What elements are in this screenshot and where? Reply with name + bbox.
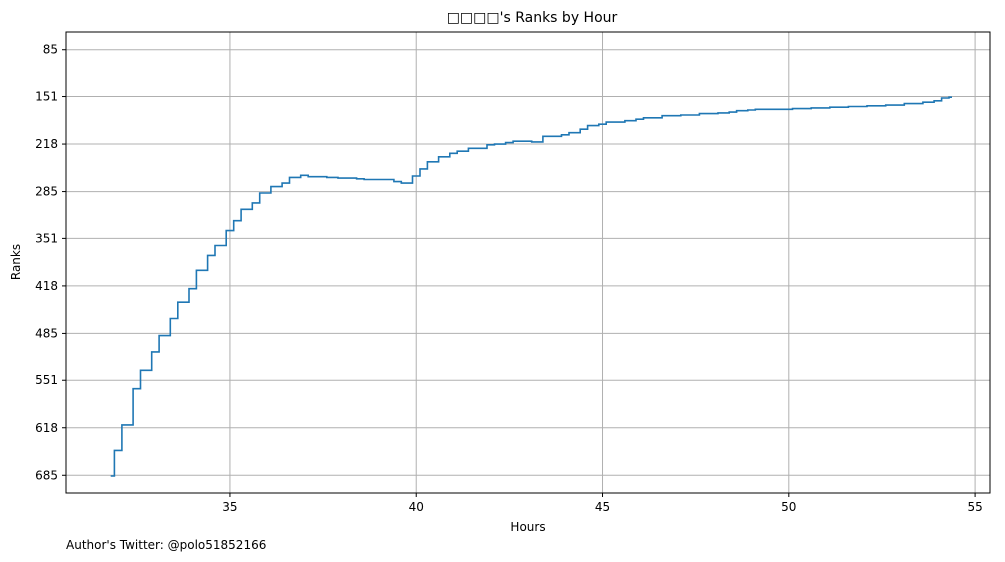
x-tick-label: 45 <box>595 500 610 514</box>
series-group <box>110 96 952 477</box>
y-axis-label: Ranks <box>9 244 23 280</box>
y-tick-label: 551 <box>35 373 58 387</box>
x-tick-label: 50 <box>781 500 796 514</box>
y-tick-label: 218 <box>35 137 58 151</box>
plot-frame <box>65 31 991 494</box>
y-tick-label: 485 <box>35 326 58 340</box>
rank-series-line <box>110 96 952 477</box>
x-tick-label: 55 <box>967 500 982 514</box>
y-tick-label: 685 <box>35 468 58 482</box>
chart-title: □□□□'s Ranks by Hour <box>447 10 618 26</box>
x-axis-label: Hours <box>510 520 545 534</box>
y-tick-label: 151 <box>35 90 58 104</box>
x-ticks: 35 40 45 50 55 <box>222 493 983 514</box>
y-tick-label: 618 <box>35 421 58 435</box>
x-tick-label: 35 <box>222 500 237 514</box>
y-ticks: 85 151 218 285 351 418 485 551 618 685 <box>35 43 66 482</box>
y-tick-label: 351 <box>35 231 58 245</box>
y-tick-label: 285 <box>35 185 58 199</box>
grid-lines <box>66 32 990 493</box>
author-note: Author's Twitter: @polo51852166 <box>66 538 267 552</box>
y-tick-label: 85 <box>43 43 58 57</box>
x-tick-label: 40 <box>409 500 424 514</box>
y-tick-label: 418 <box>35 279 58 293</box>
